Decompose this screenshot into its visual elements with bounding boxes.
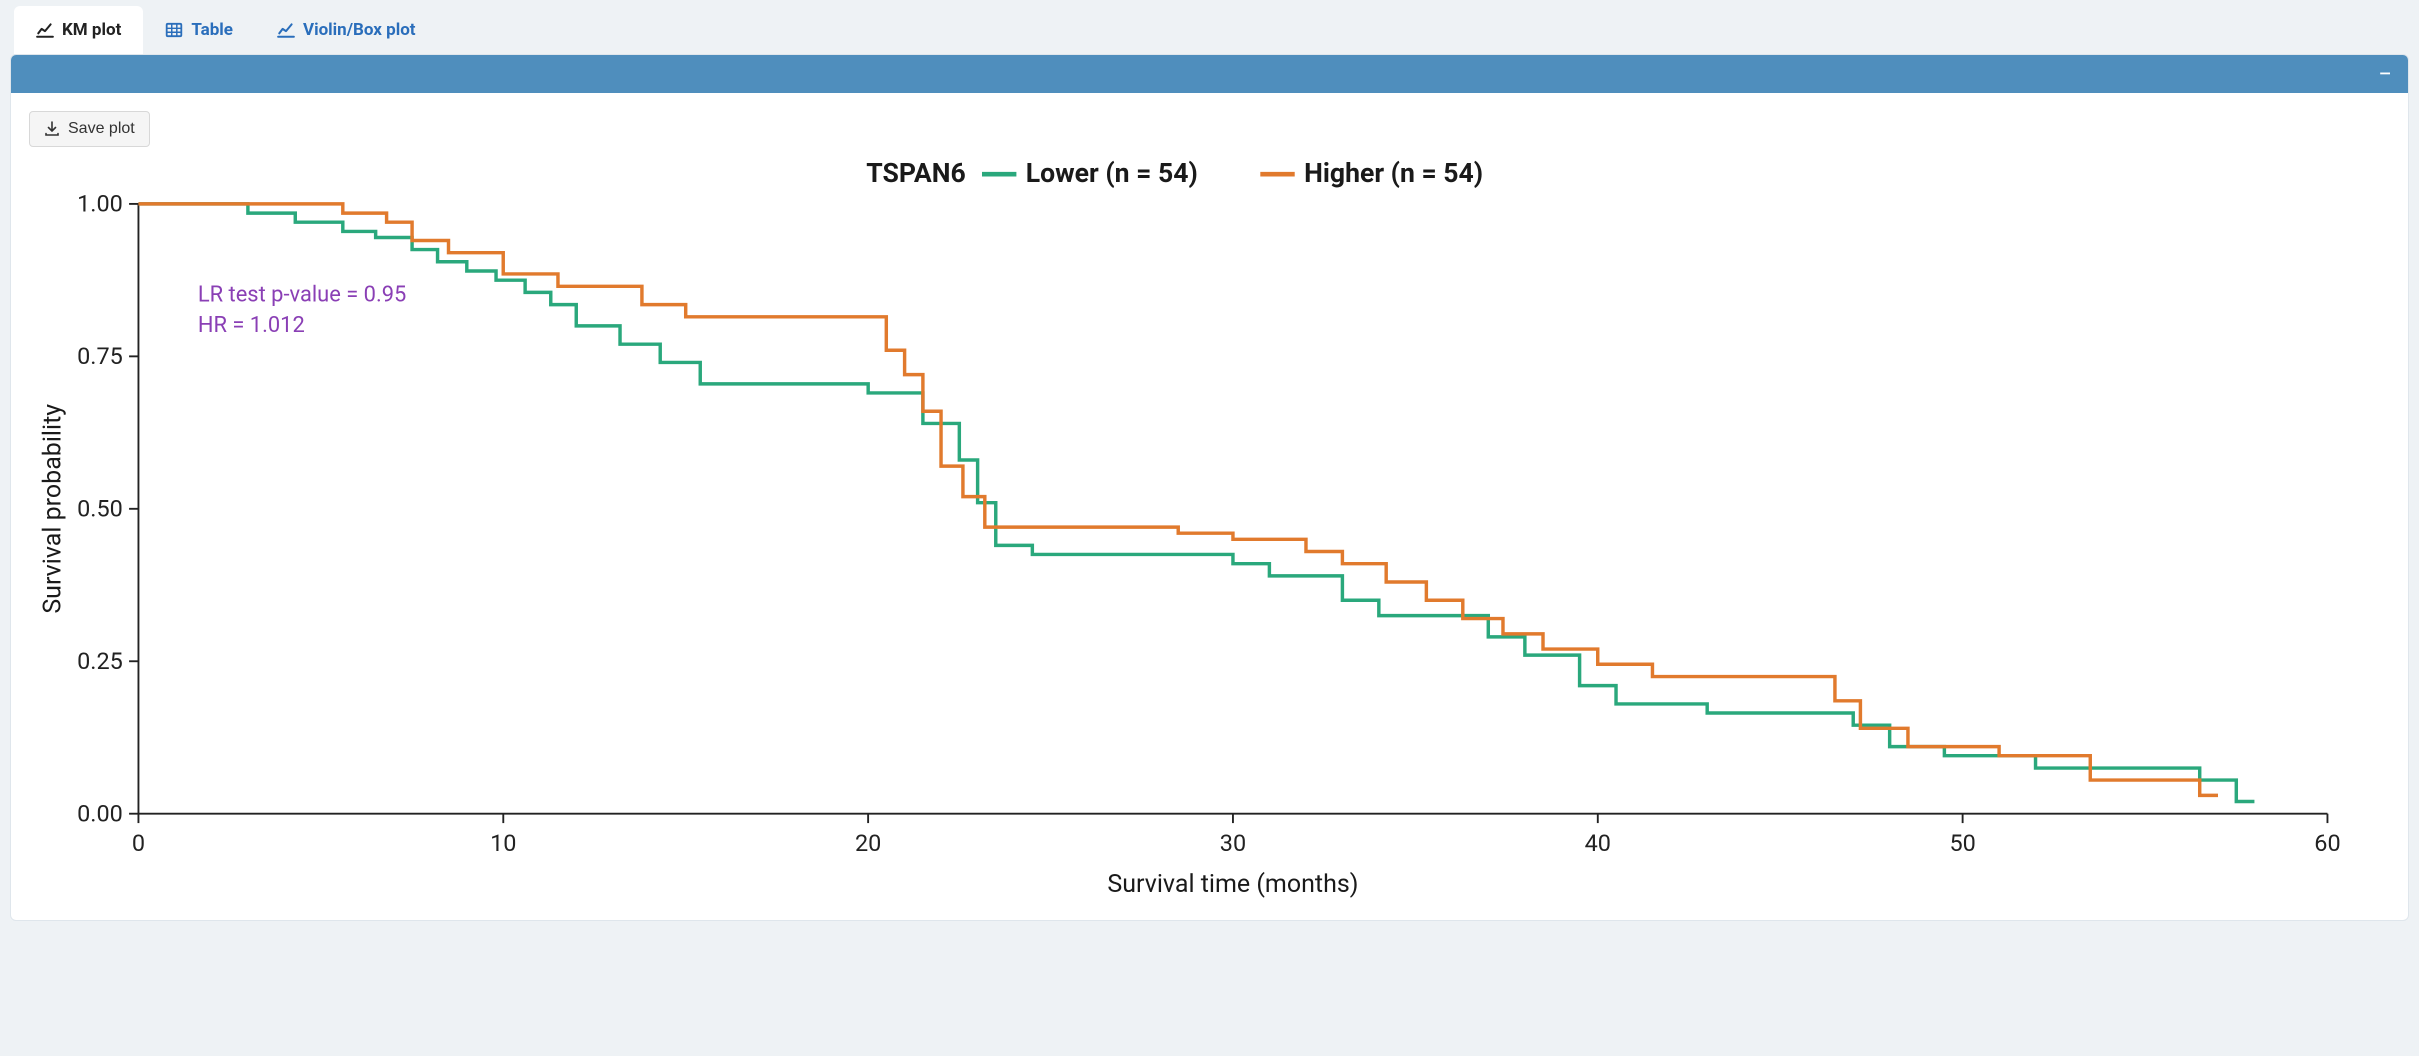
y-axis-label: Survival probability: [38, 404, 67, 614]
legend-label: Higher (n = 54): [1304, 158, 1483, 189]
tab-label: KM plot: [62, 20, 121, 40]
x-tick-label: 10: [490, 829, 516, 857]
x-tick-label: 20: [855, 829, 881, 857]
y-tick-label: 0.00: [77, 800, 123, 828]
y-tick-label: 1.00: [77, 190, 123, 218]
table-icon: [165, 21, 183, 39]
tab-label: Table: [191, 20, 233, 40]
legend-label: Lower (n = 54): [1026, 158, 1198, 189]
tab-km-plot[interactable]: KM plot: [14, 6, 143, 54]
chart-line-icon: [277, 21, 295, 39]
panel-header: −: [11, 55, 2408, 93]
x-tick-label: 50: [1949, 829, 1975, 857]
tabs: KM plot Table Violin/Box plot: [10, 6, 2409, 54]
chart-line-icon: [36, 21, 54, 39]
y-tick-label: 0.25: [77, 647, 123, 675]
x-tick-label: 30: [1220, 829, 1246, 857]
x-tick-label: 0: [132, 829, 145, 857]
stat-annotation: LR test p-value = 0.95: [198, 282, 406, 307]
save-plot-label: Save plot: [68, 120, 135, 138]
panel-body: Save plot 0.00 0.25 0.50 0.75 1.00 0 10 20 30 40 5…: [11, 93, 2408, 920]
stat-annotation: HR = 1.012: [198, 313, 305, 338]
km-chart: 0.00 0.25 0.50 0.75 1.00 0 10 20 30 40 50 60 Surviva…: [29, 157, 2390, 908]
y-tick-label: 0.75: [77, 342, 123, 370]
x-axis-label: Survival time (months): [1107, 870, 1358, 899]
save-plot-button[interactable]: Save plot: [29, 111, 150, 147]
tab-label: Violin/Box plot: [303, 20, 416, 40]
tab-table[interactable]: Table: [143, 6, 255, 54]
tab-violin-box-plot[interactable]: Violin/Box plot: [255, 6, 438, 54]
download-icon: [44, 121, 60, 137]
x-tick-label: 40: [1585, 829, 1611, 857]
y-tick-label: 0.50: [77, 495, 123, 523]
chart-panel: − Save plot 0.00 0.25 0.50 0.75 1.00 0 10 20 30 4…: [10, 54, 2409, 921]
km-svg: 0.00 0.25 0.50 0.75 1.00 0 10 20 30 40 50 60 Surviva…: [29, 157, 2390, 908]
x-tick-label: 60: [2314, 829, 2340, 857]
legend-title: TSPAN6: [866, 158, 965, 189]
